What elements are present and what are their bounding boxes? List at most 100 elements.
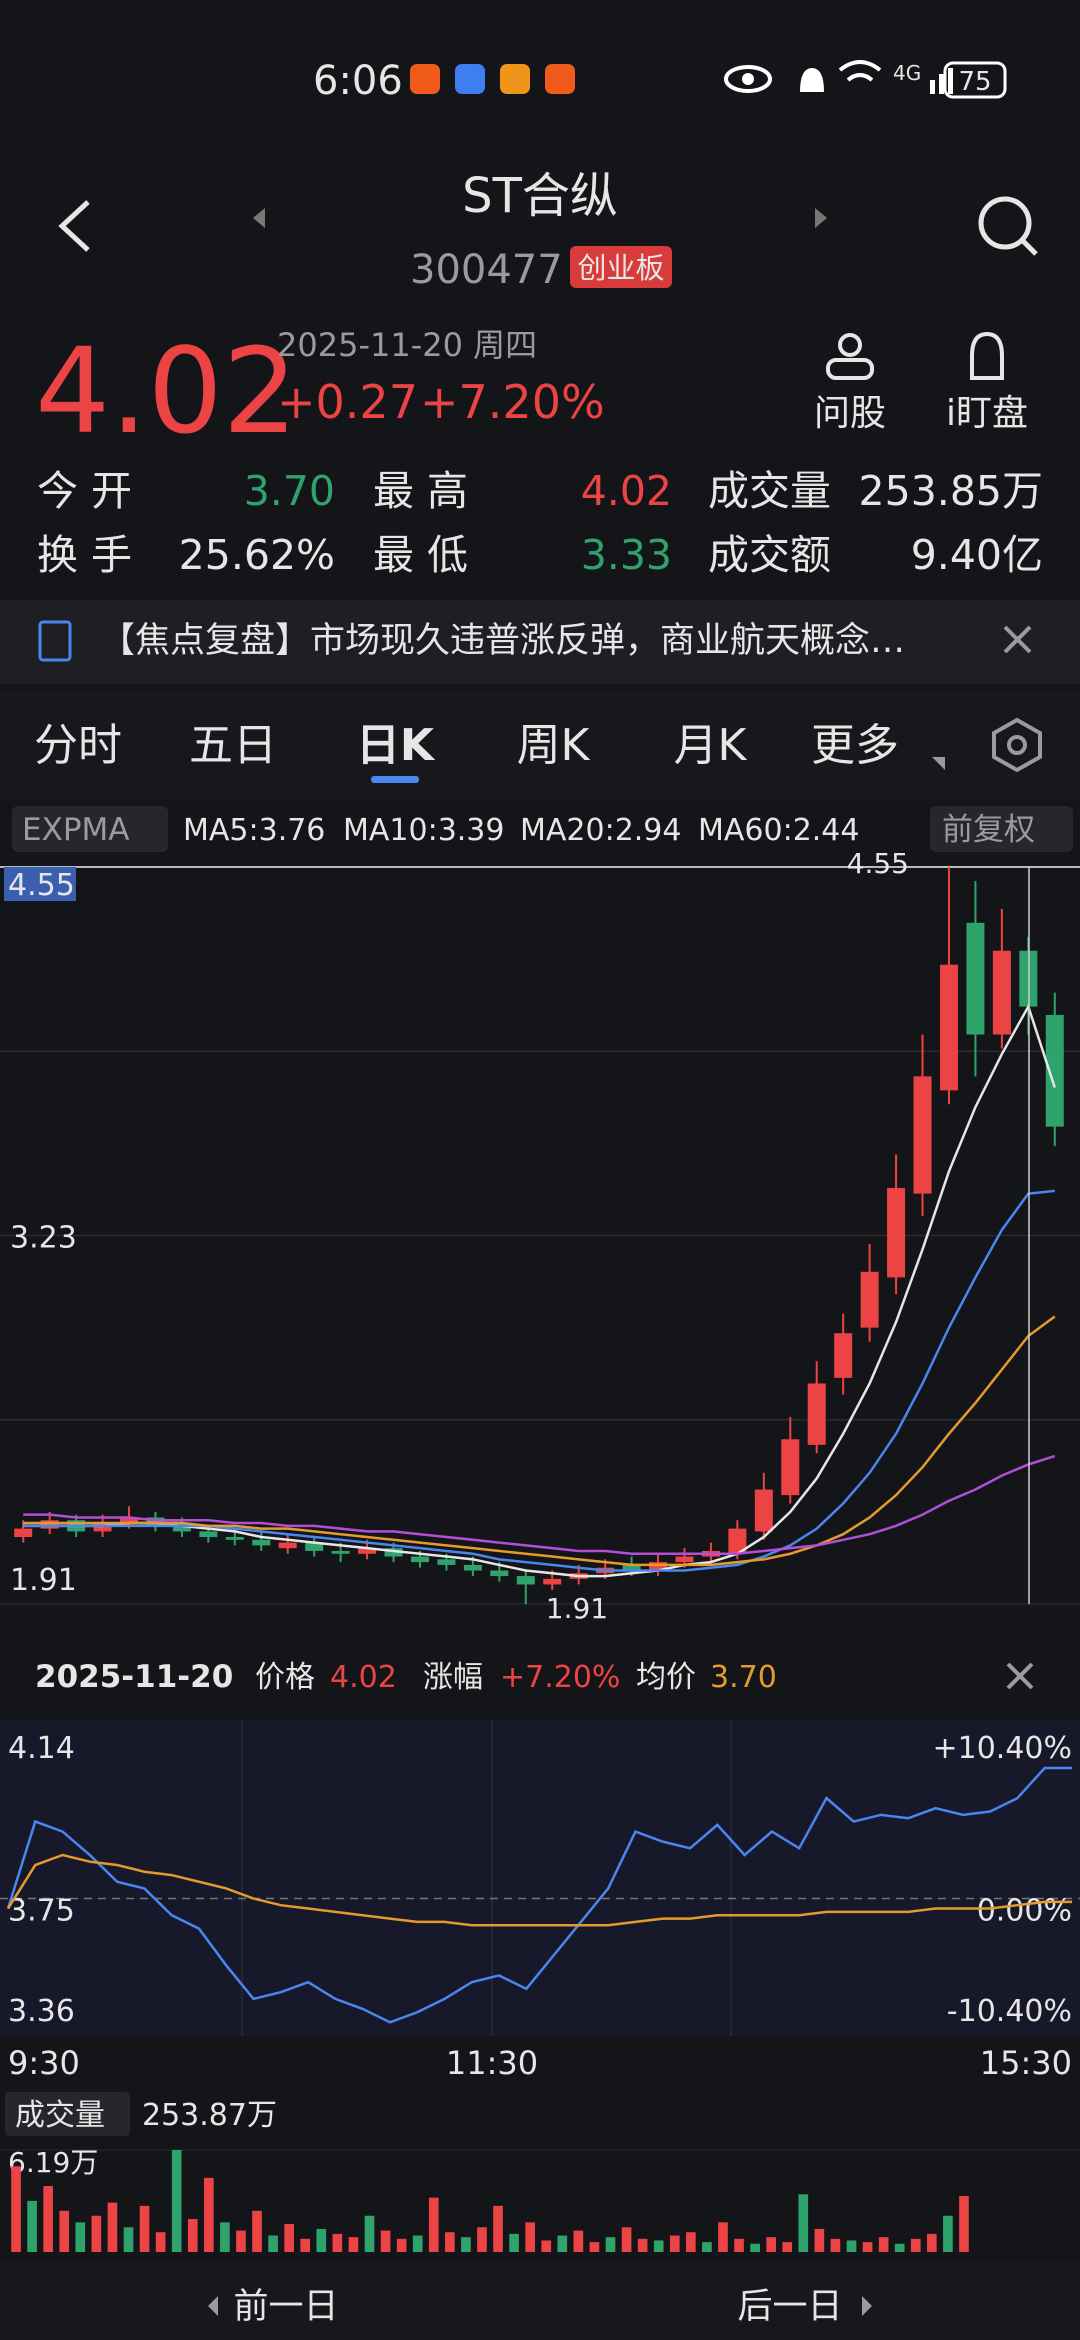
search-button[interactable] [978,196,1038,256]
volume-bar [798,2194,809,2252]
y-tick-label: 3.36 [8,1994,75,2029]
volume-bar [252,2210,262,2252]
volume-bar [139,2205,150,2252]
indicator-select[interactable] [12,806,168,852]
volume-bar [669,2235,680,2252]
settings-button[interactable] [992,717,1042,773]
volume-bar [782,2242,793,2252]
stat-label: 最 低 [373,531,468,579]
candle-body [913,1076,932,1194]
tab[interactable]: 五日 [189,720,277,771]
volume-bar [718,2222,728,2252]
stat-label: 最 高 [373,467,468,515]
adjust-label[interactable]: 前复权 [942,812,1035,848]
ask-icon[interactable] [826,333,874,380]
candle-body [384,1548,403,1557]
volume-bar [862,2242,873,2252]
settings-dot [1007,735,1027,755]
volume-bar [107,2202,118,2252]
legend-entry: MA10:3.39 [343,813,504,848]
stat-value: 4.02 [581,467,672,515]
volume-bar [123,2227,134,2252]
stat-value: 3.33 [581,531,672,579]
volume-bar [525,2222,535,2252]
last-price: 4.02 [35,322,298,460]
tab[interactable]: 更多 [811,720,899,771]
volume-bar [332,2233,343,2252]
volume-bar [894,2243,905,2252]
tab-bar [0,690,1080,800]
quote-date: 2025-11-20 周四 [277,326,537,364]
news-text[interactable]: 【焦点复盘】市场现久违普涨反弹，商业航天概念… [100,621,905,661]
news-banner[interactable] [0,600,1080,684]
volume-bar [557,2235,568,2252]
action-label[interactable]: 问股 [814,393,886,434]
volume-bar [445,2232,455,2252]
volume-bar [187,2219,198,2252]
more-arrow[interactable] [932,757,945,770]
candle-body [728,1528,747,1554]
candle-body [437,1559,456,1565]
tab[interactable]: 日K [356,720,436,771]
volume-bar [750,2243,760,2252]
tab[interactable]: 月K [674,720,748,771]
volume-bar [878,2237,889,2252]
candle-body [649,1562,668,1571]
y-tick-label: 3.75 [8,1894,75,1929]
volume-tag [5,2092,130,2136]
volume-bar [686,2232,696,2252]
tab[interactable]: 分时 [34,720,122,771]
next-arrow [862,2296,872,2316]
x-tick-label: 9:30 [8,2044,80,2082]
field-value: 4.02 [330,1660,397,1695]
alert-icon[interactable] [970,331,1004,380]
price-change-pct: +7.20% [420,375,605,429]
candle-body [225,1537,244,1540]
volume-bar [830,2238,841,2252]
next-stock[interactable] [815,208,827,228]
ma-line [23,1003,1056,1578]
candle-body [278,1542,297,1549]
volume-bar [396,2238,407,2252]
y-tick-label: 6.19万 [8,2146,98,2179]
volume-bar [541,2240,552,2252]
volume-bar [493,2205,503,2252]
volume-bar [75,2222,86,2252]
close-news[interactable] [1003,625,1032,654]
stat-label: 换 手 [37,531,132,579]
volume-bar [43,2186,53,2252]
board-tag [570,246,672,288]
volume-bar [846,2240,857,2252]
action-label[interactable]: i盯盘 [946,393,1028,434]
candle-body [199,1531,218,1537]
volume-bar [702,2242,712,2252]
price-marker [4,867,76,901]
prev-day[interactable]: 前一日 [233,2287,338,2327]
next-day[interactable]: 后一日 [737,2287,842,2327]
candle-body [331,1550,350,1554]
candle-body [516,1576,535,1585]
volume-bar [284,2223,294,2252]
volume-bar [380,2230,391,2252]
volume-total: 253.87万 [142,2098,277,2133]
candle-body [807,1383,826,1445]
indicator-name[interactable]: EXPMA [22,812,129,848]
volume-bar [236,2230,246,2252]
y2-tick-label: -10.40% [947,1994,1072,2029]
ma-line [23,1454,1056,1555]
candle-body [781,1439,800,1496]
close-intraday[interactable] [1006,1662,1034,1690]
field-label: 均价 [636,1660,696,1695]
volume-bar [910,2238,921,2252]
stock-code: 300477 [410,247,563,293]
prev-stock[interactable] [253,208,265,228]
volume-bar [637,2238,648,2252]
back-button[interactable] [58,200,90,252]
stat-value: 3.70 [244,467,335,515]
adjust-select[interactable] [930,806,1073,852]
price-change: +0.27 [277,375,418,429]
volume-bar [364,2215,375,2252]
volume-bar [734,2238,744,2252]
tab[interactable]: 周K [517,720,591,771]
volume-bar [509,2233,519,2252]
